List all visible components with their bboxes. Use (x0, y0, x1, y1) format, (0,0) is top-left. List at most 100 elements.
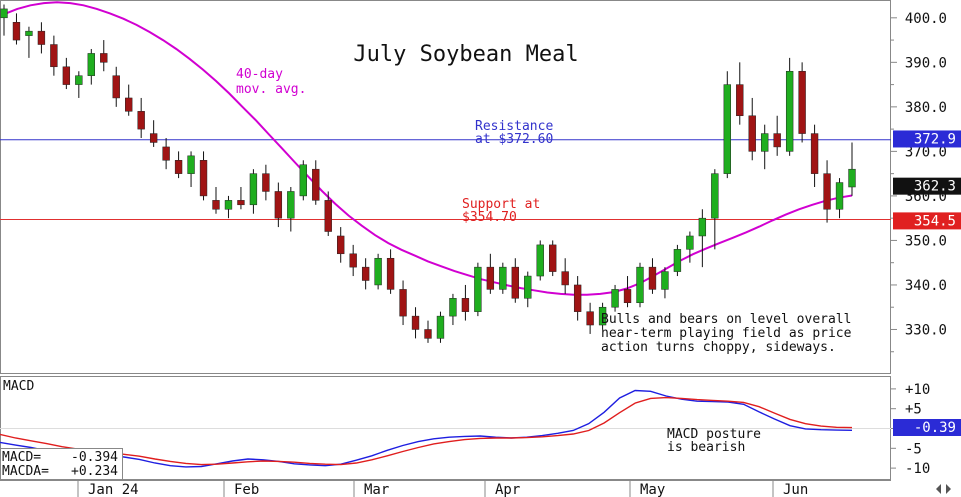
date-tick-label: Feb (234, 482, 259, 497)
price-tick-label: 400.0 (905, 11, 947, 27)
price-tick-label: 390.0 (905, 55, 947, 71)
macd-annotation-line2: is bearish (667, 440, 745, 455)
macd-tick-label: -10 (905, 461, 930, 477)
candle-body (761, 133, 769, 152)
price-tick-label: 330.0 (905, 322, 947, 338)
candle-body (636, 266, 644, 304)
candle-body (199, 160, 208, 197)
date-tick-label: May (640, 482, 665, 497)
scroll-left-icon[interactable] (936, 484, 941, 494)
candle-body (337, 235, 345, 255)
price-tick-label: 350.0 (905, 233, 947, 249)
candle-body (12, 22, 21, 41)
resistance-annotation-line2: at $372.60 (475, 132, 553, 147)
candle-body (736, 84, 744, 117)
candle-body (312, 168, 320, 201)
candle-body (361, 266, 370, 281)
candle-body (174, 160, 183, 174)
candle-body (349, 253, 357, 268)
candle-body (224, 200, 233, 210)
candle-body (785, 70, 794, 152)
candle-body (87, 53, 95, 76)
candle-body (262, 173, 270, 192)
candle-body (798, 70, 806, 134)
candle-body (299, 164, 307, 197)
candle-body (461, 298, 470, 312)
price-badge (893, 177, 961, 195)
candle-body (449, 298, 457, 317)
candle-body (287, 191, 295, 219)
price-panel-frame (0, 0, 891, 374)
support-annotation-line2: $354.70 (462, 210, 517, 225)
price-badge-label: 354.5 (914, 213, 956, 229)
macd-annotation-line1: MACD posture (667, 427, 761, 442)
candle-body (486, 266, 495, 290)
candle-body (50, 44, 58, 68)
candle-body (386, 257, 395, 290)
candle-body (673, 249, 682, 272)
candle-body (835, 182, 844, 210)
candle-body (212, 200, 220, 210)
candle-body (424, 329, 432, 339)
candle-body (474, 266, 482, 312)
resistance-annotation-line1: Resistance (475, 119, 553, 134)
candle-body (549, 244, 557, 272)
commentary-line3: action turns choppy, sideways. (601, 340, 836, 355)
candle-body (711, 173, 719, 219)
candle-body (698, 217, 707, 237)
candle-body (723, 84, 731, 174)
candle-body (611, 289, 619, 308)
price-badge-label: 362.3 (914, 179, 956, 195)
moving-average-line (3, 1, 853, 296)
scroll-right-icon[interactable] (946, 484, 951, 494)
macd-tick-label: +5 (905, 402, 922, 418)
candle-body (62, 66, 71, 85)
chart-title: July Soybean Meal (353, 42, 578, 67)
candle-body (162, 146, 170, 161)
commentary-line2: near-term playing field as price (601, 326, 852, 341)
macd-readout-box (0, 448, 123, 480)
macd-value-badge-label: -0.39 (914, 420, 956, 436)
macd-readout-label: MACD= (2, 450, 41, 465)
candle-body (661, 271, 669, 290)
candle-body (536, 244, 544, 277)
price-tick-label: 370.0 (905, 144, 947, 160)
candle-body (100, 53, 108, 63)
candle-body (411, 315, 420, 330)
candle-body (648, 266, 657, 290)
support-annotation-line1: Support at (462, 197, 540, 212)
candle-body (37, 30, 46, 45)
macd-readout-value: -0.394 (71, 450, 118, 465)
candle-body (499, 266, 507, 290)
candle-body (399, 289, 407, 317)
macda-readout-value: +0.234 (71, 464, 118, 479)
ma-annotation-line1: 40-day (236, 67, 283, 82)
macd-tick-label: -5 (905, 441, 922, 457)
candle-body (598, 306, 607, 326)
candle-body (511, 266, 519, 299)
commentary-line1: Bulls and bears on level overall (601, 312, 851, 327)
candle-body (237, 200, 245, 206)
candle-body (324, 200, 332, 232)
candle-body (149, 133, 158, 143)
candle-body (374, 257, 382, 286)
price-badge-label: 372.9 (914, 131, 956, 147)
scroll-arrows[interactable] (936, 484, 951, 494)
candle-body (0, 8, 8, 19)
candle-body (249, 173, 258, 206)
candle-body (25, 30, 33, 36)
date-tick-label: Jan 24 (88, 482, 139, 497)
macd-average-line (0, 396, 853, 466)
candle-body (137, 111, 145, 130)
date-tick-label: Jun (783, 482, 808, 497)
candle-body (848, 168, 856, 188)
candle-body (686, 235, 694, 250)
candle-body (823, 173, 831, 210)
candle-body (561, 271, 569, 286)
macd-line (0, 389, 853, 468)
candle-body (773, 133, 781, 148)
price-badge (893, 212, 961, 230)
ma-annotation-line2: mov. avg. (236, 82, 306, 97)
